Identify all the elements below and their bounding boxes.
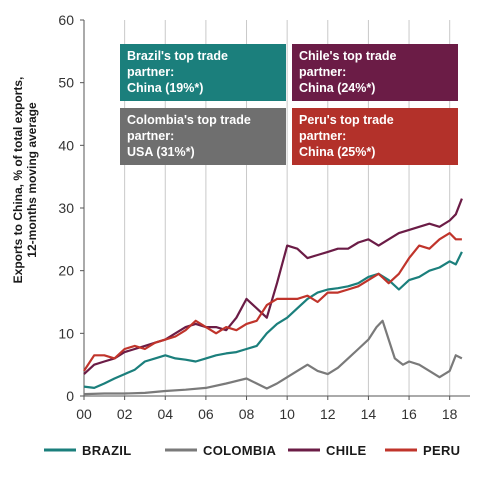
legend-item: COLOMBIA — [165, 443, 276, 458]
series-line-chile — [83, 198, 463, 375]
x-tick-label: 16 — [401, 406, 417, 422]
annotation-text: partner: — [299, 65, 346, 79]
y-axis-label: Exports to China, % of total exports,12-… — [11, 77, 39, 284]
y-axis-label-line: 12-months moving average — [25, 102, 39, 258]
series-line-brazil — [83, 251, 463, 389]
legend: BRAZIL COLOMBIA CHILE PERU — [44, 443, 460, 458]
annotation-text: Colombia's top trade — [127, 113, 251, 127]
annotation-text: partner: — [127, 129, 174, 143]
tick-layer: 0 10 20 30 40 50 60 00 02 04 06 08 10 12 14 16 18 — [58, 12, 457, 422]
x-tick-label: 12 — [320, 406, 336, 422]
x-tick-label: 04 — [157, 406, 173, 422]
series-line-peru — [83, 232, 462, 372]
y-tick-label: 20 — [58, 263, 74, 279]
legend-item: PERU — [385, 443, 460, 458]
annotation-layer: Brazil's top trade partner: China (19%*) Ch… — [120, 44, 458, 165]
axes-layer — [80, 19, 470, 400]
annotation-text: China (25%*) — [299, 145, 375, 159]
x-tick-label: 02 — [117, 406, 133, 422]
x-tick-label: 18 — [442, 406, 458, 422]
annotation-text: Chile's top trade — [299, 49, 396, 63]
x-tick-label: 14 — [361, 406, 377, 422]
y-tick-label: 10 — [58, 325, 74, 341]
y-tick-label: 0 — [66, 388, 74, 404]
x-tick-label: 06 — [198, 406, 214, 422]
legend-label: CHILE — [326, 443, 367, 458]
annotation-text: China (19%*) — [127, 81, 203, 95]
y-tick-label: 40 — [58, 137, 74, 153]
series-layer — [83, 198, 463, 396]
annotation-background — [120, 44, 286, 101]
annotation-text: China (24%*) — [299, 81, 375, 95]
y-axis-label-line: Exports to China, % of total exports, — [11, 77, 25, 284]
y-axis-label-text: Exports to China, % of total exports,12-… — [11, 77, 39, 284]
annotation-background — [120, 108, 286, 165]
annotation-text: partner: — [299, 129, 346, 143]
annotation-text: USA (31%*) — [127, 145, 195, 159]
annotation-background — [292, 44, 458, 101]
legend-label: PERU — [423, 443, 460, 458]
x-tick-label: 08 — [239, 406, 255, 422]
annotation-box: Colombia's top trade partner: USA (31%*) — [120, 108, 286, 165]
y-tick-label: 30 — [58, 200, 74, 216]
annotation-box: Brazil's top trade partner: China (19%*) — [120, 44, 286, 101]
series-line-colombia — [83, 319, 463, 396]
legend-label: COLOMBIA — [203, 443, 276, 458]
annotation-background — [292, 108, 458, 165]
annotation-box: Chile's top trade partner: China (24%*) — [292, 44, 458, 101]
annotation-text: Peru's top trade — [299, 113, 394, 127]
annotation-box: Peru's top trade partner: China (25%*) — [292, 108, 458, 165]
annotation-text: Brazil's top trade — [127, 49, 228, 63]
legend-label: BRAZIL — [82, 443, 131, 458]
x-tick-label: 00 — [76, 406, 92, 422]
legend-item: BRAZIL — [44, 443, 131, 458]
annotation-text: partner: — [127, 65, 174, 79]
x-tick-label: 10 — [279, 406, 295, 422]
y-tick-label: 50 — [58, 75, 74, 91]
y-tick-label: 60 — [58, 12, 74, 28]
legend-item: CHILE — [288, 443, 367, 458]
